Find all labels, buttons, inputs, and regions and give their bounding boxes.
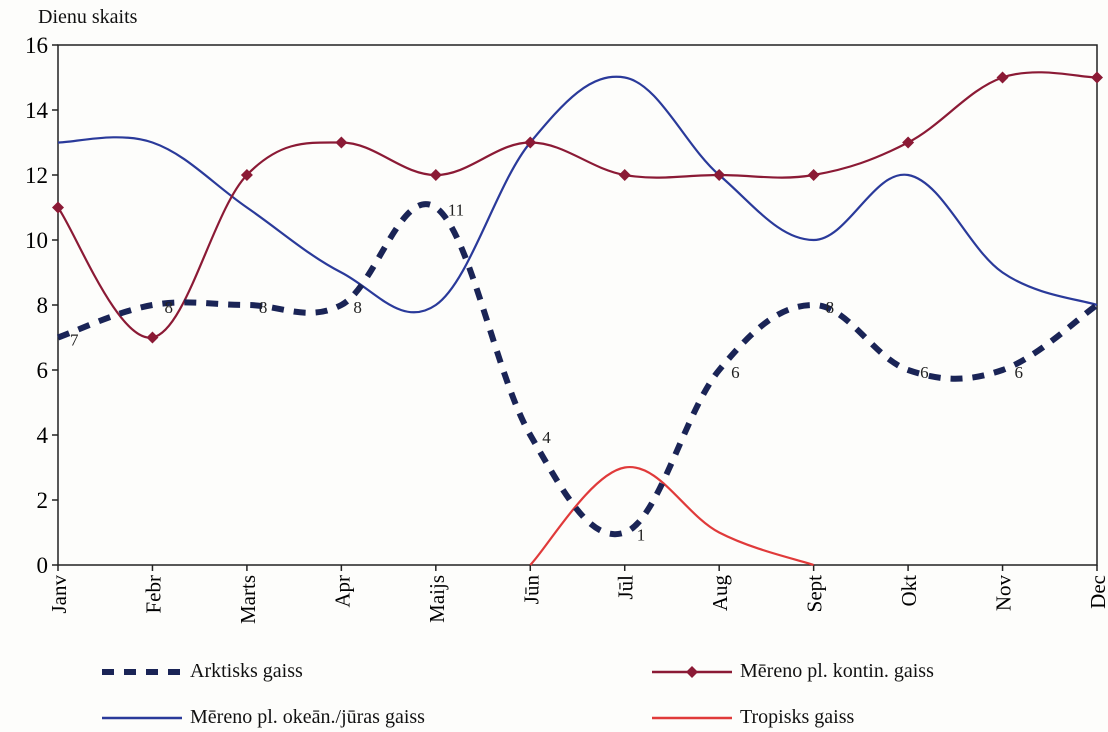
data-point-continental (429, 169, 442, 181)
legend-item-oceanic: Mēreno pl. okeān./jūras gaiss (100, 706, 425, 729)
y-tick-label: 6 (37, 358, 49, 383)
data-point-continental (1091, 71, 1103, 84)
legend-item-tropical: Tropisks gaiss (650, 706, 854, 729)
x-tick-label: Janv (47, 575, 71, 614)
x-tick-label: Jūn (519, 575, 543, 605)
y-tick-label: 2 (37, 488, 49, 513)
series-line-oceanic (57, 75, 1098, 314)
x-tick-label: Sept (803, 575, 827, 613)
y-tick-label: 4 (37, 423, 49, 448)
x-tick-label: Aug (708, 575, 732, 612)
data-label-arctic: 6 (1015, 363, 1024, 382)
data-label-arctic: 8 (826, 298, 835, 317)
data-label-arctic: 11 (448, 201, 464, 220)
legend-label-arctic: Arktisks gaiss (190, 660, 303, 682)
x-tick-label: Nov (992, 575, 1016, 612)
data-label-arctic: 8 (164, 298, 173, 317)
y-tick-label: 0 (37, 553, 49, 578)
data-point-continental (713, 169, 726, 181)
legend-label-tropical: Tropisks gaiss (740, 706, 855, 728)
y-tick-label: 12 (25, 163, 48, 188)
data-point-continental (807, 169, 820, 181)
y-tick-label: 14 (25, 98, 49, 123)
x-tick-label: Febr (141, 575, 165, 614)
x-tick-label: Jūl (614, 575, 638, 600)
legend-swatch-arctic (102, 668, 182, 675)
data-point-continental (996, 71, 1009, 84)
data-point-continental (902, 136, 915, 149)
x-tick-label: Okt (897, 575, 921, 607)
legend-item-continental: Mēreno pl. kontin. gaiss (650, 660, 934, 683)
data-label-arctic: 1 (637, 526, 646, 545)
y-axis-label: Dienu skaits (38, 6, 138, 28)
x-tick-label: Maijs (425, 575, 449, 623)
series-line-continental (57, 71, 1098, 339)
data-point-continental (146, 331, 159, 344)
y-tick-label: 10 (25, 228, 48, 253)
data-label-arctic: 8 (259, 298, 268, 317)
data-point-continental (240, 169, 253, 181)
data-label-arctic: 8 (353, 298, 362, 317)
data-label-arctic: 7 (70, 331, 79, 350)
data-point-continental (335, 136, 348, 149)
legend-label-continental: Mēreno pl. kontin. gaiss (740, 660, 934, 682)
x-tick-label: Apr (330, 575, 354, 608)
legend-item-arctic: Arktisks gaiss (100, 660, 303, 683)
series-line-tropical (529, 466, 814, 567)
series-line-arctic (57, 201, 1099, 538)
data-point-continental (52, 201, 64, 214)
data-point-continental (618, 169, 631, 181)
data-label-arctic: 6 (731, 363, 740, 382)
x-tick-label: Marts (236, 575, 260, 624)
legend-swatch-continental (652, 665, 732, 678)
data-label-arctic: 4 (542, 428, 551, 447)
legend-label-oceanic: Mēreno pl. okeān./jūras gaiss (190, 706, 425, 728)
x-tick-label: Dec (1086, 575, 1108, 609)
data-label-arctic: 6 (920, 363, 929, 382)
legend-swatch-tropical (652, 716, 732, 719)
legend-swatch-oceanic (102, 716, 182, 719)
data-point-continental (524, 136, 537, 149)
y-tick-label: 8 (37, 293, 49, 318)
y-tick-label: 16 (25, 33, 48, 58)
